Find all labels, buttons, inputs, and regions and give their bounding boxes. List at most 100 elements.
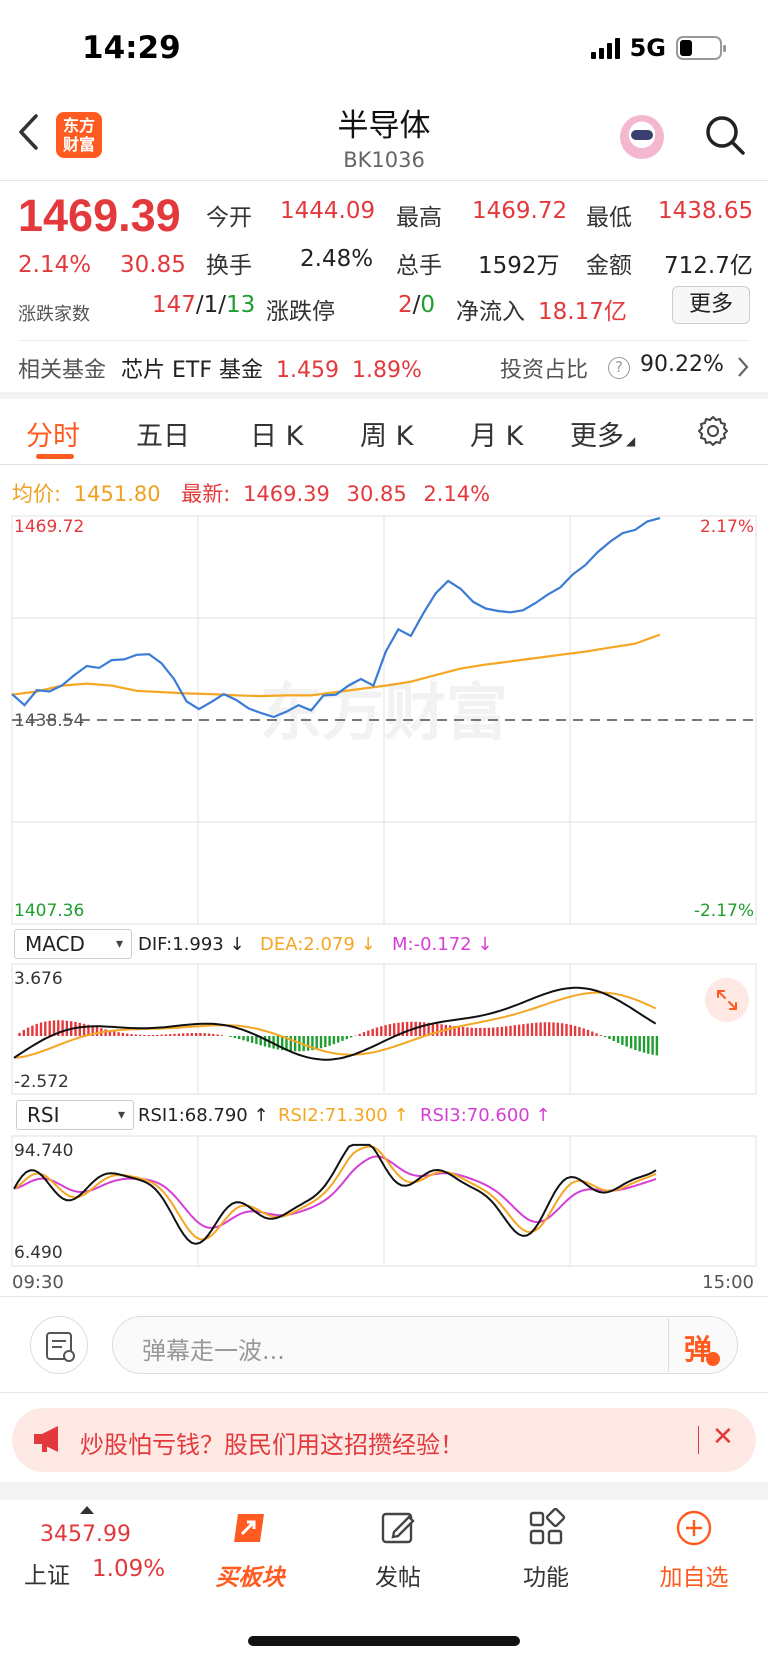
macd-bar — [48, 1020, 51, 1036]
nav-add-watchlist[interactable]: 加自选 — [634, 1508, 754, 1592]
macd-bar — [418, 1022, 422, 1036]
macd-bar — [82, 1023, 86, 1036]
macd-bar — [638, 1036, 641, 1052]
macd-bar — [453, 1026, 456, 1036]
macd-bar — [169, 1034, 172, 1036]
chevron-right-icon[interactable] — [736, 354, 750, 380]
danmu-list-icon[interactable] — [30, 1316, 88, 1374]
tab-intraday[interactable]: 分时 — [26, 421, 80, 452]
macd-bar — [479, 1027, 482, 1036]
time-end-label: 15:00 — [702, 1272, 754, 1293]
macd-bar — [87, 1024, 90, 1036]
macd-bar — [401, 1022, 404, 1036]
macd-selector[interactable]: MACD — [14, 929, 132, 959]
macd-bar — [608, 1036, 611, 1039]
macd-bar — [543, 1022, 547, 1036]
caret-up-icon — [80, 1506, 94, 1514]
rsi-top-label: 94.740 — [14, 1141, 73, 1161]
macd-bar — [517, 1024, 521, 1036]
nav-functions[interactable]: 功能 — [486, 1507, 606, 1592]
nav-buy-sector[interactable]: 买板块 — [190, 1508, 310, 1592]
index-pct[interactable]: 1.09% — [92, 1556, 166, 1582]
grid-icon — [529, 1507, 566, 1545]
rsi3-line — [13, 1155, 657, 1229]
gear-icon[interactable] — [696, 414, 730, 448]
index-value[interactable]: 3457.99 — [40, 1522, 131, 1547]
macd-bar — [341, 1036, 344, 1041]
tab-five-day[interactable]: 五日 — [136, 421, 190, 452]
macd-bar — [57, 1020, 60, 1036]
nav-post[interactable]: 发帖 — [338, 1508, 458, 1592]
limit-values: 2/0 — [398, 292, 435, 318]
current-price: 1469.39 — [18, 190, 181, 241]
fund-price: 1.459 — [276, 358, 339, 383]
related-fund-row[interactable]: 相关基金 芯片 ETF 基金 1.459 1.89% — [18, 352, 750, 384]
macd-bar — [164, 1034, 168, 1036]
add-circle-icon — [676, 1510, 712, 1546]
chart-info-line: 均价: 1451.80 最新: 1469.39 30.85 2.14% — [12, 478, 490, 508]
volume-value: 1592万 — [478, 253, 560, 279]
macd-bar — [44, 1021, 47, 1036]
macd-bar — [113, 1031, 116, 1036]
macd-chart[interactable]: 3.676 -2.572 — [0, 962, 768, 1096]
tab-more-label: 更多 — [570, 421, 624, 452]
macd-bar — [591, 1031, 594, 1036]
macd-bar — [595, 1033, 598, 1036]
intraday-chart[interactable]: 东方财富 1469.72 1438.54 1407.36 2.17% -2.17… — [0, 512, 768, 928]
back-arrow-icon[interactable] — [16, 112, 42, 152]
macd-bar — [242, 1036, 245, 1041]
average-price-line — [11, 633, 661, 698]
macd-bar — [423, 1022, 426, 1036]
promo-banner[interactable] — [12, 1408, 756, 1472]
rsi3-label: RSI3:70.600 ↑ — [420, 1105, 551, 1126]
fund-name: 芯片 ETF 基金 — [121, 358, 263, 383]
danmu-input[interactable] — [112, 1316, 738, 1374]
macd-bar — [466, 1027, 469, 1036]
rsi-selector[interactable]: RSI — [16, 1100, 134, 1130]
index-name[interactable]: 上证 — [24, 1563, 70, 1589]
macd-bar — [625, 1036, 628, 1047]
macd-bar — [220, 1035, 224, 1036]
macd-bar — [599, 1035, 603, 1036]
help-icon[interactable]: ? — [608, 357, 630, 379]
y-mid-label: 1438.54 — [14, 711, 84, 731]
tab-more[interactable]: 更多 ◢ — [570, 414, 635, 453]
rsi2-label: RSI2:71.300 ↑ — [278, 1105, 409, 1126]
macd-bar — [177, 1033, 181, 1036]
low-value: 1438.65 — [658, 198, 754, 224]
macd-bar — [345, 1036, 348, 1040]
watermark: 东方财富 — [260, 676, 508, 749]
rsi1-line — [13, 1143, 657, 1245]
change-pct: 2.14% — [18, 252, 92, 278]
dif-line — [13, 986, 657, 1061]
macd-bar — [513, 1025, 516, 1036]
amount-value: 712.7亿 — [664, 253, 753, 279]
macd-bar — [530, 1023, 534, 1036]
nav-label-functions: 功能 — [523, 1565, 569, 1591]
macd-bar — [492, 1027, 495, 1036]
tab-weekly-k[interactable]: 周 K — [360, 421, 414, 452]
macd-bar — [388, 1024, 392, 1036]
macd-top-label: 3.676 — [14, 969, 63, 989]
macd-bar — [78, 1022, 81, 1036]
breadth-sep: / — [195, 292, 204, 318]
latest-change: 30.85 — [346, 482, 407, 506]
macd-bar — [457, 1026, 460, 1036]
macd-bar — [328, 1036, 331, 1046]
tab-daily-k[interactable]: 日 K — [250, 421, 304, 452]
macd-bar — [95, 1027, 99, 1036]
expand-icon[interactable] — [705, 978, 749, 1022]
rsi-chart[interactable]: 94.740 6.490 — [0, 1134, 768, 1268]
macd-bar — [121, 1032, 125, 1036]
macd-bar — [431, 1023, 435, 1036]
app-logo[interactable]: 东方 财富 — [56, 112, 102, 158]
limit-up: 2 — [398, 292, 413, 318]
assistant-robot-icon[interactable] — [620, 115, 664, 159]
rsi-bottom-label: 6.490 — [14, 1243, 63, 1263]
more-button[interactable]: 更多 — [672, 286, 750, 324]
search-icon[interactable] — [704, 114, 746, 156]
close-icon[interactable]: ✕ — [712, 1422, 734, 1452]
tab-monthly-k[interactable]: 月 K — [470, 421, 524, 452]
macd-bar — [190, 1033, 193, 1036]
macd-bar — [22, 1030, 25, 1036]
